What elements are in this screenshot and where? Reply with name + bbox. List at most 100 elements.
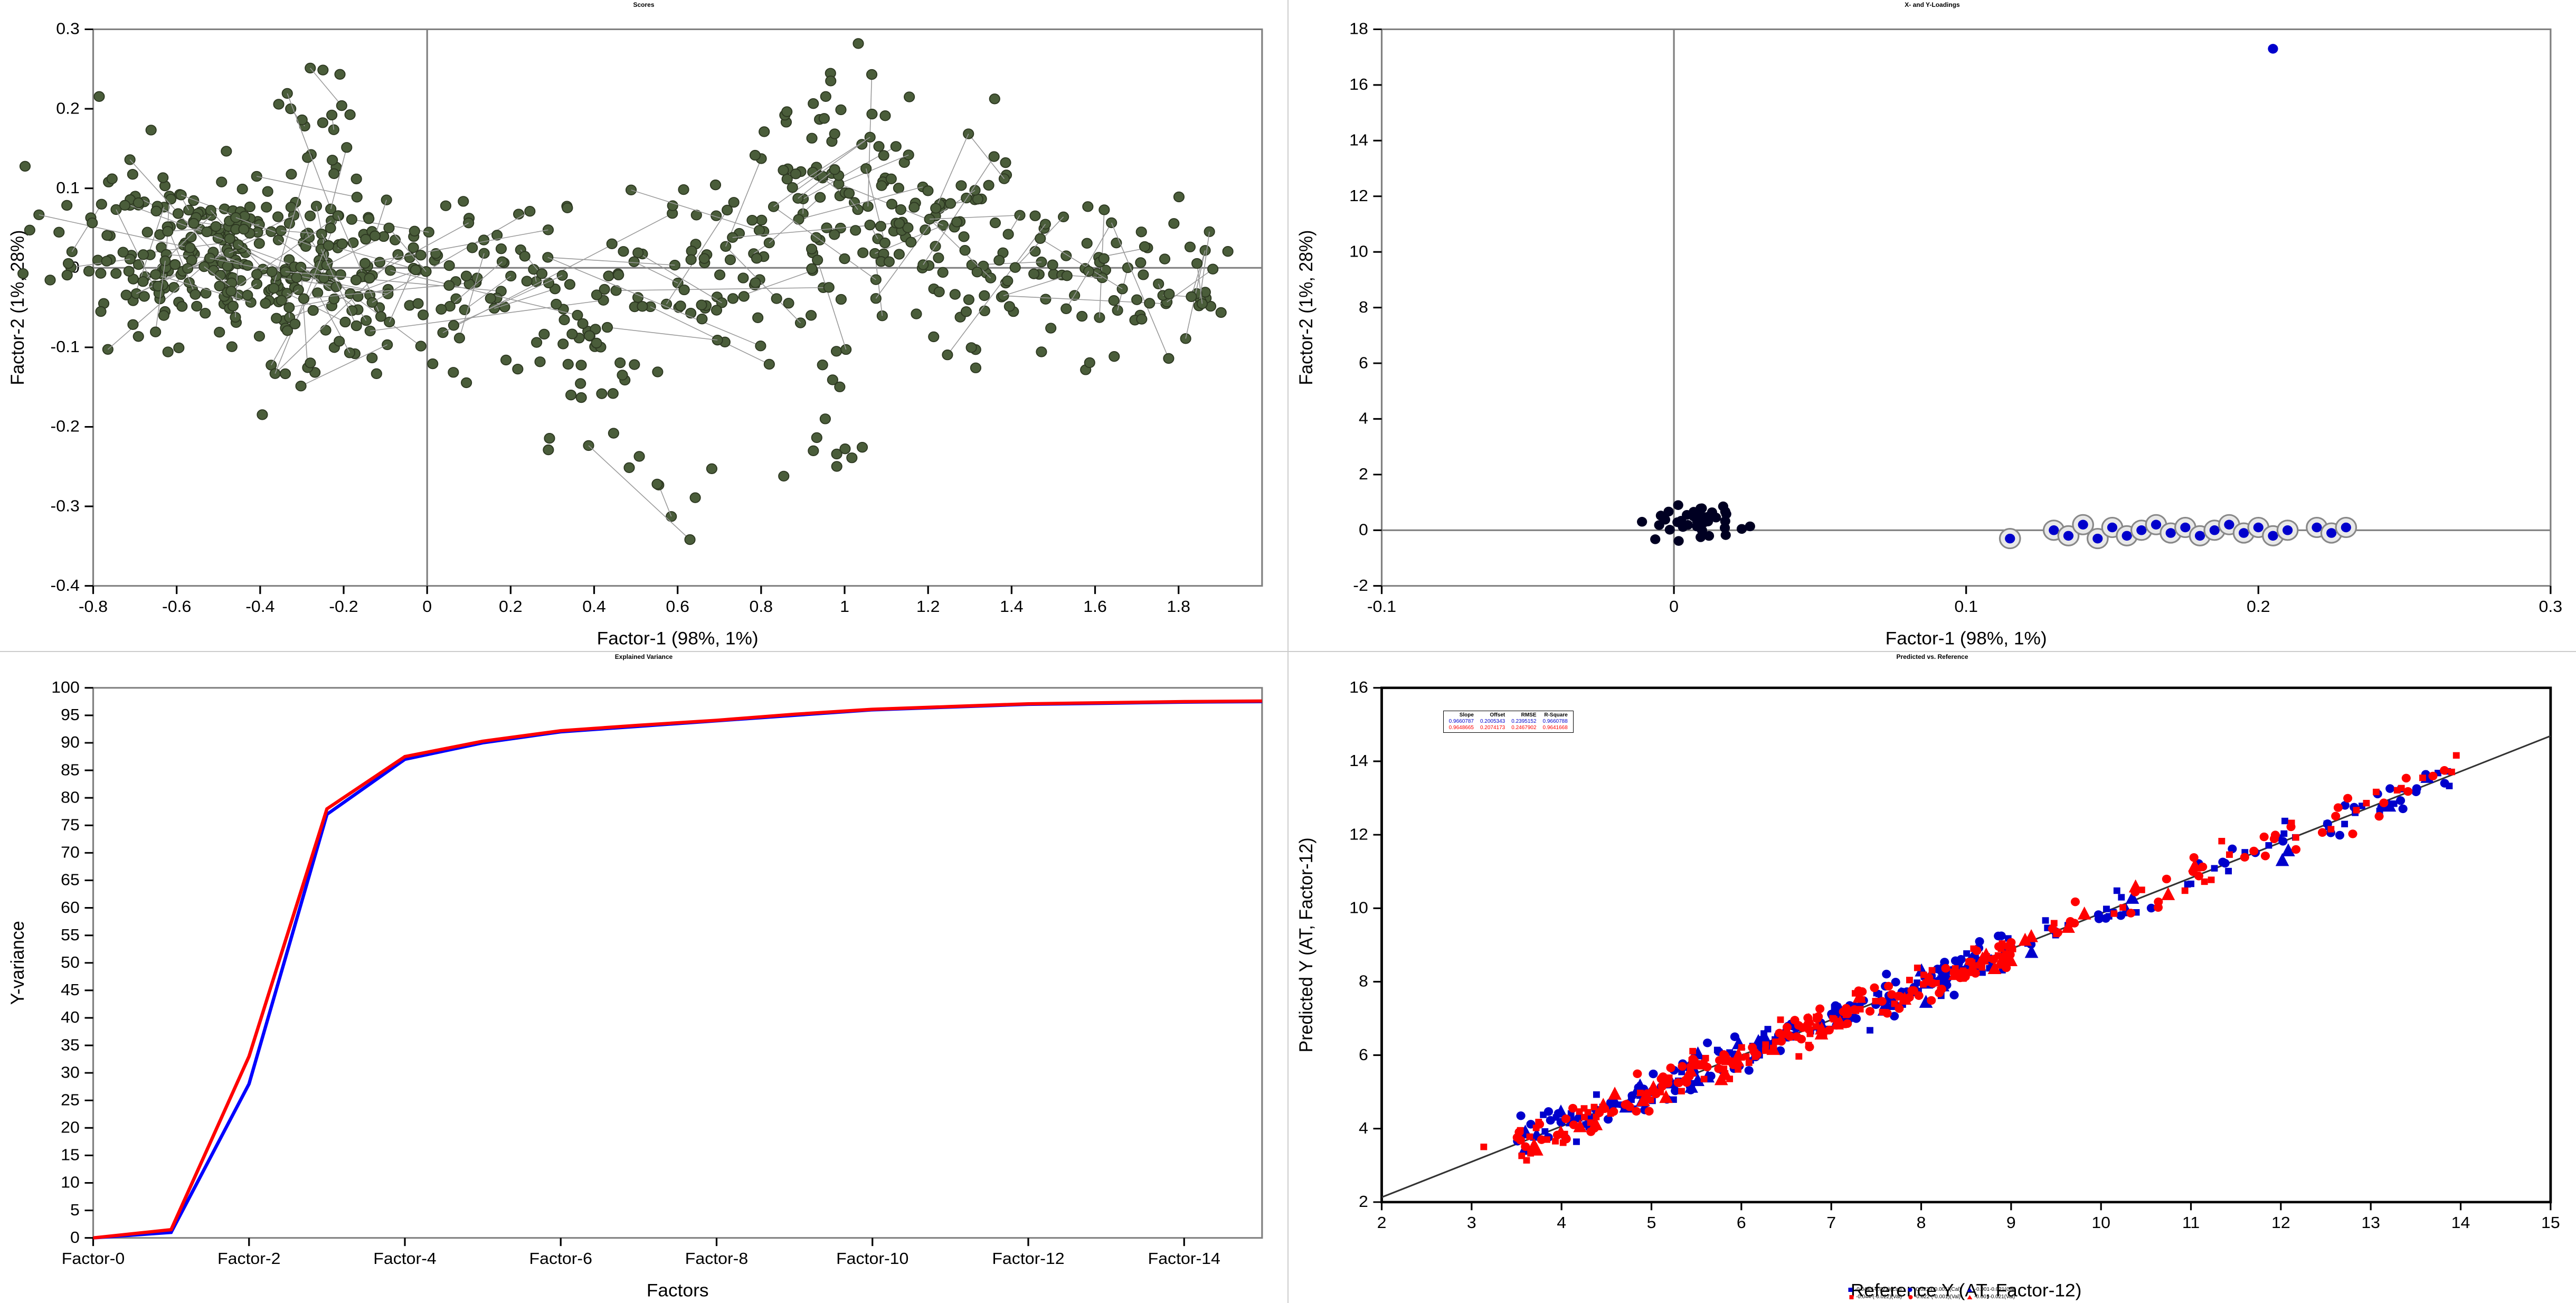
- svg-text:14: 14: [1349, 752, 1368, 770]
- svg-text:0: 0: [1359, 521, 1368, 539]
- svg-text:0.3: 0.3: [56, 20, 80, 37]
- predicted-legend: -0.044-(-0.022)(Cal)-0.022-(-0.001)(Cal)…: [1353, 1286, 2512, 1301]
- svg-text:15: 15: [2541, 1214, 2560, 1232]
- svg-text:12: 12: [2271, 1214, 2290, 1232]
- svg-text:95: 95: [61, 706, 80, 724]
- svg-text:0.4: 0.4: [582, 598, 606, 616]
- svg-text:0: 0: [1669, 598, 1679, 616]
- svg-text:5: 5: [1647, 1214, 1656, 1232]
- svg-text:2: 2: [1359, 465, 1368, 483]
- svg-text:18: 18: [1349, 20, 1368, 37]
- svg-text:16: 16: [1349, 678, 1368, 696]
- svg-text:-0.6: -0.6: [162, 598, 191, 616]
- svg-text:0.2: 0.2: [56, 99, 80, 117]
- scores-panel: Scores -0.8-0.6-0.4-0.200.20.40.60.811.2…: [0, 0, 1287, 651]
- svg-text:75: 75: [61, 816, 80, 834]
- svg-text:Factor-4: Factor-4: [373, 1250, 436, 1268]
- svg-text:-2: -2: [1353, 577, 1368, 594]
- svg-text:Y-variance: Y-variance: [7, 921, 28, 1005]
- svg-text:1: 1: [840, 598, 849, 616]
- svg-text:14: 14: [1349, 131, 1368, 149]
- variance-panel: Explained Variance Factor-0Factor-2Facto…: [0, 652, 1287, 1303]
- svg-text:30: 30: [61, 1063, 80, 1081]
- svg-text:2: 2: [1359, 1193, 1368, 1211]
- svg-text:1.4: 1.4: [1000, 598, 1024, 616]
- svg-text:6: 6: [1359, 1045, 1368, 1063]
- predicted-panel: Predicted vs. Reference 2345678910111213…: [1289, 652, 2576, 1303]
- svg-text:8: 8: [1359, 298, 1368, 316]
- svg-text:7: 7: [1826, 1214, 1836, 1232]
- svg-text:-0.1: -0.1: [1367, 598, 1396, 616]
- svg-text:12: 12: [1349, 825, 1368, 843]
- svg-text:-0.1: -0.1: [51, 338, 80, 356]
- svg-text:3: 3: [1467, 1214, 1476, 1232]
- svg-text:25: 25: [61, 1091, 80, 1109]
- svg-text:Factor-1 (98%, 1%): Factor-1 (98%, 1%): [597, 629, 759, 648]
- svg-text:Factor-6: Factor-6: [529, 1250, 592, 1268]
- svg-text:0.2: 0.2: [499, 598, 523, 616]
- svg-text:0: 0: [70, 1229, 80, 1247]
- svg-text:45: 45: [61, 981, 80, 999]
- stats-box: SlopeOffsetRMSER-Square0.96607870.200534…: [1443, 711, 1574, 733]
- svg-text:Factor-1 (98%, 1%): Factor-1 (98%, 1%): [1886, 629, 2047, 648]
- svg-text:Factor-12: Factor-12: [992, 1250, 1064, 1268]
- svg-text:10: 10: [61, 1173, 80, 1191]
- svg-text:10: 10: [1349, 242, 1368, 260]
- svg-text:-0.3: -0.3: [51, 497, 80, 515]
- svg-text:9: 9: [2006, 1214, 2016, 1232]
- svg-text:50: 50: [61, 953, 80, 971]
- svg-text:8: 8: [1917, 1214, 1926, 1232]
- svg-text:0.2: 0.2: [2247, 598, 2270, 616]
- svg-text:85: 85: [61, 761, 80, 779]
- svg-text:-0.2: -0.2: [329, 598, 358, 616]
- svg-text:1.8: 1.8: [1167, 598, 1190, 616]
- svg-text:1.2: 1.2: [916, 598, 940, 616]
- loadings-panel: X- and Y-Loadings -0.100.10.20.3-2024681…: [1289, 0, 2576, 651]
- svg-text:14: 14: [2451, 1214, 2470, 1232]
- svg-text:90: 90: [61, 733, 80, 751]
- svg-text:8: 8: [1359, 972, 1368, 990]
- svg-text:1.6: 1.6: [1083, 598, 1107, 616]
- svg-text:0: 0: [422, 598, 432, 616]
- svg-text:Predicted Y (AT, Factor-12): Predicted Y (AT, Factor-12): [1296, 837, 1317, 1052]
- svg-text:Factor-2 (1%, 28%): Factor-2 (1%, 28%): [7, 230, 28, 385]
- svg-text:65: 65: [61, 871, 80, 889]
- svg-text:-0.4: -0.4: [245, 598, 274, 616]
- svg-text:4: 4: [1557, 1214, 1566, 1232]
- svg-text:-0.8: -0.8: [79, 598, 108, 616]
- svg-text:80: 80: [61, 788, 80, 806]
- svg-text:2: 2: [1377, 1214, 1387, 1232]
- svg-text:0.3: 0.3: [2539, 598, 2563, 616]
- svg-text:6: 6: [1737, 1214, 1746, 1232]
- svg-text:6: 6: [1359, 354, 1368, 372]
- svg-text:0.1: 0.1: [1954, 598, 1978, 616]
- svg-text:11: 11: [2182, 1214, 2200, 1232]
- svg-text:100: 100: [51, 678, 80, 696]
- svg-text:-0.4: -0.4: [51, 577, 80, 594]
- svg-text:Factor-0: Factor-0: [62, 1250, 125, 1268]
- svg-text:4: 4: [1359, 1119, 1368, 1137]
- svg-text:Factor-2: Factor-2: [217, 1250, 280, 1268]
- svg-text:Factor-10: Factor-10: [836, 1250, 908, 1268]
- svg-text:-0.2: -0.2: [51, 417, 80, 435]
- svg-text:12: 12: [1349, 187, 1368, 205]
- svg-text:0.8: 0.8: [750, 598, 773, 616]
- svg-text:70: 70: [61, 843, 80, 861]
- svg-text:0.6: 0.6: [666, 598, 689, 616]
- svg-text:15: 15: [61, 1146, 80, 1164]
- svg-text:20: 20: [61, 1118, 80, 1136]
- svg-text:Factor-14: Factor-14: [1148, 1250, 1220, 1268]
- svg-text:40: 40: [61, 1008, 80, 1026]
- svg-text:10: 10: [1349, 899, 1368, 917]
- svg-text:55: 55: [61, 926, 80, 943]
- svg-text:13: 13: [2361, 1214, 2380, 1232]
- svg-text:0.1: 0.1: [56, 179, 80, 197]
- svg-text:35: 35: [61, 1036, 80, 1054]
- svg-text:5: 5: [70, 1201, 80, 1219]
- svg-text:Factor-2 (1%, 28%): Factor-2 (1%, 28%): [1296, 230, 1317, 385]
- svg-text:10: 10: [2091, 1214, 2110, 1232]
- svg-text:Factors: Factors: [647, 1281, 709, 1300]
- svg-text:16: 16: [1349, 75, 1368, 93]
- panel-grid: Scores -0.8-0.6-0.4-0.200.20.40.60.811.2…: [0, 0, 2576, 1303]
- svg-text:60: 60: [61, 898, 80, 916]
